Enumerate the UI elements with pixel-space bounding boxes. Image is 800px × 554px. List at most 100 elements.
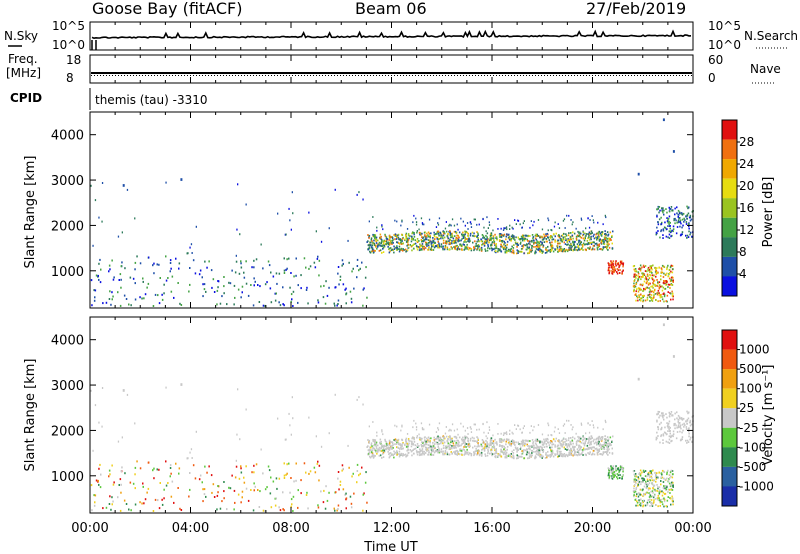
- power-cell: [622, 263, 624, 266]
- power-cell: [593, 244, 596, 247]
- power-cell: [394, 233, 397, 236]
- velocity-cell: [408, 451, 410, 454]
- power-cell: [345, 302, 347, 305]
- time-tick-label: 12:00: [373, 521, 410, 536]
- velocity-cell: [586, 448, 589, 451]
- power-cell: [619, 272, 621, 274]
- velocity-cell: [672, 435, 674, 438]
- velocity-cell: [384, 440, 387, 443]
- velocity-cell: [195, 430, 197, 433]
- power-cell: [633, 268, 635, 271]
- power-cell: [559, 242, 561, 245]
- velocity-cell: [394, 424, 396, 427]
- power-cell: [679, 221, 681, 223]
- power-cell: [400, 239, 403, 241]
- power-cell: [454, 235, 456, 237]
- velocity-cell: [523, 425, 525, 427]
- velocity-cell: [660, 483, 662, 486]
- power-cell: [494, 233, 496, 236]
- power-cell: [407, 241, 409, 244]
- velocity-cell: [660, 476, 663, 479]
- velocity-cell: [361, 466, 363, 469]
- power-cell: [550, 249, 553, 252]
- power-cell: [371, 240, 373, 243]
- power-cell: [288, 257, 290, 260]
- velocity-cell: [578, 444, 580, 447]
- power-cell: [606, 240, 609, 243]
- power-cell: [399, 249, 401, 252]
- velocity-cell: [505, 443, 507, 446]
- velocity-cell: [563, 423, 566, 426]
- power-cell: [657, 282, 659, 285]
- velocity-cell: [173, 501, 175, 504]
- power-cell: [407, 234, 410, 237]
- velocity-cell: [366, 446, 368, 448]
- velocity-cell: [199, 474, 202, 477]
- velocity-cell: [570, 424, 572, 426]
- power-cell: [675, 232, 678, 235]
- velocity-cell: [655, 474, 658, 477]
- velocity-cell: [189, 488, 191, 491]
- power-cell: [576, 234, 579, 237]
- velocity-cell: [478, 454, 481, 457]
- power-cell: [204, 260, 206, 263]
- velocity-cell: [421, 450, 424, 453]
- power-cell: [536, 240, 538, 243]
- velocity-cell: [600, 439, 602, 441]
- power-cell: [538, 242, 541, 245]
- power-cell: [581, 243, 583, 246]
- power-cell: [485, 234, 487, 237]
- velocity-cell: [531, 452, 533, 454]
- power-cell: [594, 242, 597, 245]
- power-cell: [547, 236, 549, 239]
- power-cell: [504, 244, 507, 247]
- power-cell: [680, 233, 683, 236]
- velocity-cell: [228, 486, 230, 489]
- power-cell: [650, 270, 653, 273]
- velocity-cell: [647, 483, 650, 486]
- velocity-cell: [510, 453, 512, 455]
- velocity-cell: [545, 439, 547, 442]
- velocity-cell: [611, 447, 613, 450]
- power-cell: [475, 242, 477, 245]
- velocity-cell: [605, 438, 608, 441]
- velocity-cell: [371, 449, 373, 452]
- velocity-cell: [607, 438, 610, 441]
- power-cell: [142, 280, 144, 283]
- velocity-cell: [568, 453, 570, 456]
- velocity-cell: [283, 509, 285, 512]
- velocity-cell: [400, 453, 403, 456]
- velocity-cell: [652, 501, 655, 504]
- power-cell: [334, 304, 336, 307]
- velocity-cell: [670, 413, 672, 415]
- velocity-cell: [645, 487, 648, 490]
- power-cell: [520, 241, 522, 244]
- velocity-cell: [158, 507, 161, 510]
- velocity-cell: [526, 451, 529, 453]
- velocity-cell: [682, 417, 685, 420]
- velocity-cell: [500, 440, 502, 443]
- power-cell: [666, 281, 668, 284]
- power-cell: [165, 255, 167, 258]
- velocity-cell: [603, 446, 605, 448]
- velocity-cell: [238, 477, 241, 480]
- velocity-cell: [397, 438, 400, 441]
- power-cell: [640, 278, 642, 281]
- power-cell: [547, 217, 549, 220]
- velocity-cell: [639, 469, 642, 472]
- power-cell: [667, 217, 670, 220]
- velocity-cell: [638, 480, 641, 483]
- velocity-cell: [484, 453, 486, 456]
- velocity-cell: [578, 439, 581, 442]
- power-cell: [461, 237, 463, 240]
- velocity-cell: [638, 472, 641, 474]
- power-cell: [663, 292, 665, 295]
- power-cell: [392, 249, 394, 251]
- power-cell: [295, 257, 297, 260]
- power-cell: [561, 240, 563, 243]
- velocity-cell: [415, 428, 418, 431]
- power-cell: [516, 244, 519, 247]
- velocity-cell: [324, 507, 327, 510]
- power-cell: [377, 239, 379, 242]
- velocity-cell: [229, 487, 232, 490]
